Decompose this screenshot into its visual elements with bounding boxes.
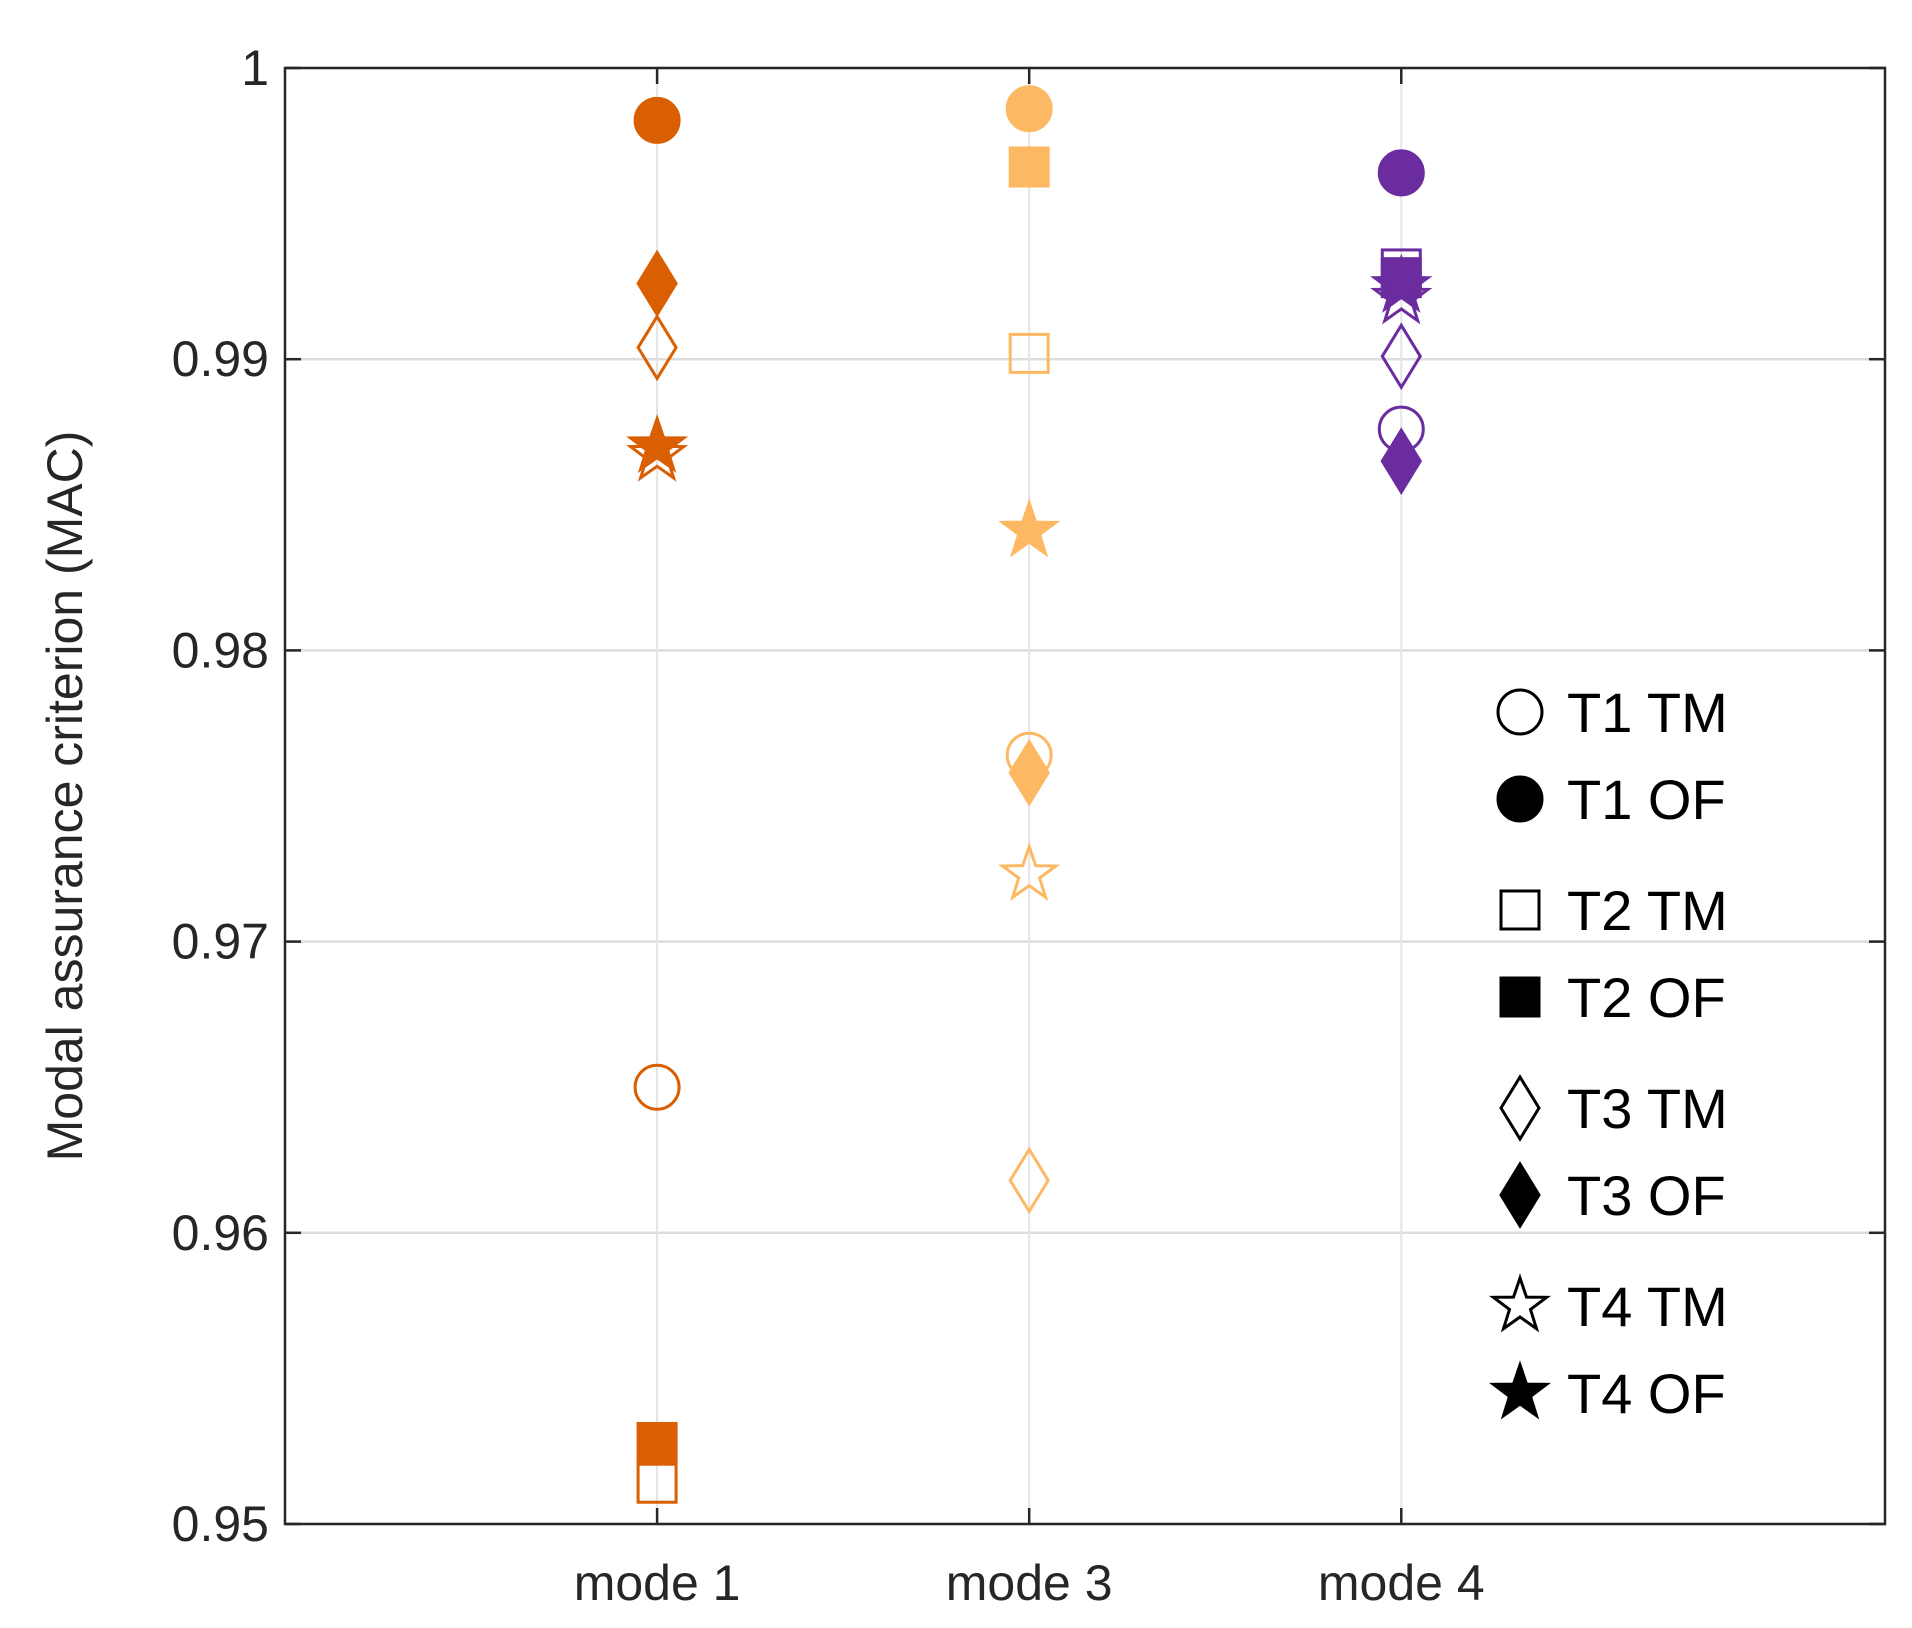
point-t2-of-mode-1	[636, 1421, 678, 1463]
point-t2-tm-mode-1	[636, 1462, 678, 1504]
point-t3-tm-mode-3	[1008, 1146, 1050, 1215]
plot-area	[283, 66, 1887, 1526]
axis-ticks: 0.95 0.96 0.97 0.98 0.99 1 mode 1 mode 3 mode 4	[172, 40, 1885, 1611]
legend-label: T2 TM	[1567, 879, 1728, 942]
point-t4-tm-mode-4	[1370, 265, 1433, 325]
x-tick-label: mode 3	[946, 1555, 1113, 1611]
point-t3-of-mode-4	[1380, 427, 1423, 495]
legend-label: T4 TM	[1567, 1275, 1728, 1338]
y-tick-label: 0.97	[172, 914, 269, 970]
point-t2-tm-mode-3	[1008, 332, 1050, 374]
point-t3-tm-mode-1	[636, 313, 678, 382]
point-t2-of-mode-3	[1008, 146, 1050, 188]
legend-marker-star-open	[1488, 1273, 1552, 1333]
y-axis-label: Modal assurance criterion (MAC)	[37, 431, 93, 1162]
point-t4-of-mode-1	[626, 413, 689, 473]
y-tick-label: 0.98	[172, 622, 269, 678]
legend: T1 TM T1 OF T2 TM T2 OF T3 TM T3 OF T4 TM T4 OF	[1488, 681, 1728, 1425]
point-t4-tm-mode-3	[998, 841, 1061, 902]
legend-marker-square-filled	[1499, 976, 1541, 1018]
legend-label: T4 OF	[1567, 1362, 1726, 1425]
point-t3-tm-mode-4	[1380, 322, 1423, 391]
legend-label: T1 TM	[1567, 681, 1728, 744]
point-t3-of-mode-1	[636, 249, 678, 318]
y-tick-label: 0.96	[172, 1205, 269, 1261]
point-t4-of-mode-3	[998, 498, 1061, 558]
point-t3-of-mode-3	[1008, 738, 1050, 807]
point-t1-of-mode-3	[1005, 85, 1053, 133]
legend-marker-circle-filled	[1496, 775, 1544, 823]
legend-label: T1 OF	[1567, 768, 1726, 831]
point-t4-tm-mode-1	[626, 422, 689, 482]
legend-marker-diamond-filled	[1499, 1161, 1541, 1229]
legend-label: T3 TM	[1567, 1077, 1728, 1140]
legend-marker-diamond-open	[1499, 1074, 1541, 1142]
legend-marker-star-filled	[1488, 1360, 1552, 1420]
y-tick-label: 0.99	[172, 331, 269, 387]
data-points	[626, 85, 1433, 1504]
point-t1-tm-mode-1	[633, 1063, 681, 1111]
legend-label: T3 OF	[1567, 1164, 1726, 1227]
point-t1-of-mode-1	[633, 96, 681, 144]
y-tick-label: 1	[241, 40, 269, 96]
legend-marker-circle-open	[1496, 688, 1544, 736]
legend-label: T2 OF	[1567, 966, 1726, 1029]
point-t1-of-mode-4	[1377, 149, 1425, 197]
y-tick-label: 0.95	[172, 1496, 269, 1552]
x-tick-label: mode 4	[1318, 1555, 1485, 1611]
x-tick-label: mode 1	[574, 1555, 741, 1611]
point-t4-of-mode-4	[1370, 253, 1433, 313]
legend-marker-square-open	[1499, 889, 1541, 931]
